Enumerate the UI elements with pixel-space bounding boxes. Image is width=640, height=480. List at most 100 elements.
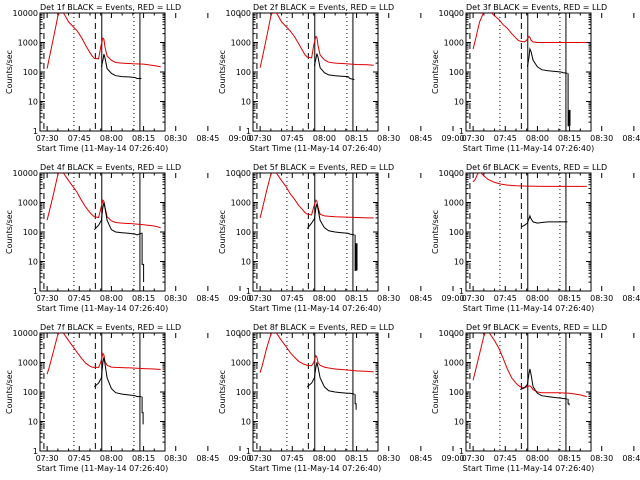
detector-panel-9: Det 9f BLACK = Events, RED = LLD 1 10 100 10… — [431, 323, 640, 473]
events-series-line-3 — [141, 396, 144, 425]
y-axis-label: Counts/sec — [218, 210, 227, 254]
y-tick-label: 10000 — [13, 169, 38, 178]
x-tick-label: 08:45 — [622, 294, 640, 303]
events-series-line-2 — [521, 214, 568, 228]
x-axis-label: Start Time (11-May-14 07:26:40) — [37, 144, 168, 153]
x-tick-label: 07:45 — [281, 294, 304, 303]
x-axis-label: Start Time (11-May-14 07:26:40) — [463, 144, 594, 153]
panel-title: Det 2f BLACK = Events, RED = LLD — [253, 3, 394, 12]
plot-frame — [39, 12, 166, 132]
panel-title: Det 6f BLACK = Events, RED = LLD — [466, 163, 607, 172]
y-axis-label: Counts/sec — [431, 210, 440, 254]
events-series-line-2 — [306, 203, 355, 236]
x-tick-label: 08:45 — [409, 134, 432, 143]
events-series-line-3 — [354, 394, 357, 410]
plot-frame — [252, 172, 379, 292]
detector-panel-4: Det 4f BLACK = Events, RED = LLD11010010… — [5, 163, 252, 313]
plot-frame — [252, 332, 379, 452]
x-axis-label: Start Time (11-May-14 07:26:40) — [37, 464, 168, 473]
x-tick-label: 07:30 — [462, 454, 485, 463]
y-tick-label: 1000 — [444, 359, 464, 368]
x-tick-label: 08:00 — [100, 454, 123, 463]
x-tick-label: 08:30 — [377, 134, 400, 143]
y-tick-label: 100 — [449, 68, 464, 77]
y-tick-label: 100 — [449, 228, 464, 237]
x-tick-label: 08:00 — [313, 454, 336, 463]
x-tick-label: 09:00 — [228, 134, 251, 143]
y-tick-label: 100 — [236, 228, 251, 237]
x-tick-label: 07:45 — [68, 454, 91, 463]
lld-series-line-1 — [46, 13, 161, 69]
x-tick-label: 08:30 — [164, 454, 187, 463]
lld-series-line-1 — [259, 333, 374, 373]
events-series-line-3 — [141, 232, 145, 283]
x-tick-label: 07:45 — [281, 454, 304, 463]
x-tick-label: 07:30 — [249, 294, 272, 303]
y-tick-label: 10 — [454, 258, 464, 267]
y-tick-label: 10000 — [439, 9, 464, 18]
x-tick-label: 08:15 — [558, 134, 581, 143]
x-tick-label: 08:15 — [558, 454, 581, 463]
detector-panel-3: Det 3f BLACK = Events, RED = LLD 1 10 100 10… — [431, 3, 640, 153]
y-axis-label: Counts/sec — [431, 50, 440, 94]
y-tick-label: 1000 — [444, 199, 464, 208]
x-axis-label: Start Time (11-May-14 07:26:40) — [37, 304, 168, 313]
y-axis-label: Counts/sec — [5, 210, 14, 254]
y-tick-label: 1 — [459, 287, 464, 296]
x-tick-label: 09:00 — [441, 454, 464, 463]
x-axis-label: Start Time (11-May-14 07:26:40) — [463, 304, 594, 313]
events-series-line-3 — [567, 399, 570, 406]
x-tick-label: 07:45 — [494, 134, 517, 143]
plot-frame — [39, 332, 166, 452]
plot-frame — [39, 172, 166, 292]
x-tick-label: 08:00 — [100, 134, 123, 143]
x-tick-label: 08:15 — [132, 134, 155, 143]
y-tick-label: 1000 — [18, 39, 38, 48]
x-tick-label: 08:00 — [313, 294, 336, 303]
panel-title: Det 7f BLACK = Events, RED = LLD — [40, 323, 181, 332]
y-tick-label: 10000 — [226, 329, 251, 338]
x-tick-label: 08:45 — [622, 134, 640, 143]
y-tick-label: 10000 — [226, 9, 251, 18]
plot-frame — [465, 332, 592, 452]
y-tick-label: 10000 — [226, 169, 251, 178]
y-axis-label: Counts/sec — [431, 370, 440, 414]
x-tick-label: 07:45 — [68, 294, 91, 303]
lld-series-line-1 — [46, 333, 161, 375]
detector-panel-2: Det 2f BLACK = Events, RED = LLD11010010… — [218, 3, 465, 153]
events-series-line-3 — [354, 234, 358, 271]
x-tick-label: 08:15 — [132, 294, 155, 303]
plot-frame — [252, 12, 379, 132]
y-tick-label: 1000 — [231, 199, 251, 208]
y-tick-label: 1000 — [231, 359, 251, 368]
y-tick-label: 10000 — [439, 169, 464, 178]
x-tick-label: 08:30 — [377, 454, 400, 463]
x-tick-label: 08:30 — [164, 134, 187, 143]
x-tick-label: 08:30 — [590, 454, 613, 463]
x-tick-label: 08:30 — [590, 294, 613, 303]
x-tick-label: 08:15 — [345, 294, 368, 303]
x-axis-label: Start Time (11-May-14 07:26:40) — [250, 464, 381, 473]
x-tick-label: 08:30 — [590, 134, 613, 143]
detector-panel-1: Det 1f BLACK = Events, RED = LLD11010010… — [5, 3, 252, 153]
x-tick-label: 07:45 — [494, 454, 517, 463]
y-tick-label: 1000 — [18, 199, 38, 208]
y-axis-label: Counts/sec — [218, 370, 227, 414]
x-tick-label: 07:30 — [249, 454, 272, 463]
x-tick-label: 08:45 — [622, 454, 640, 463]
x-tick-label: 08:30 — [164, 294, 187, 303]
y-tick-label: 100 — [236, 68, 251, 77]
x-tick-label: 08:15 — [132, 454, 155, 463]
lld-series-line-1 — [259, 13, 374, 68]
y-tick-label: 100 — [23, 228, 38, 237]
x-tick-label: 07:30 — [36, 294, 59, 303]
y-tick-label: 1 — [246, 447, 251, 456]
y-tick-label: 10000 — [13, 9, 38, 18]
y-tick-label: 10 — [454, 98, 464, 107]
y-tick-label: 1 — [246, 287, 251, 296]
x-tick-label: 08:45 — [409, 294, 432, 303]
x-tick-label: 09:00 — [228, 454, 251, 463]
y-tick-label: 10 — [241, 418, 251, 427]
y-tick-label: 10 — [241, 98, 251, 107]
y-axis-label: Counts/sec — [5, 370, 14, 414]
